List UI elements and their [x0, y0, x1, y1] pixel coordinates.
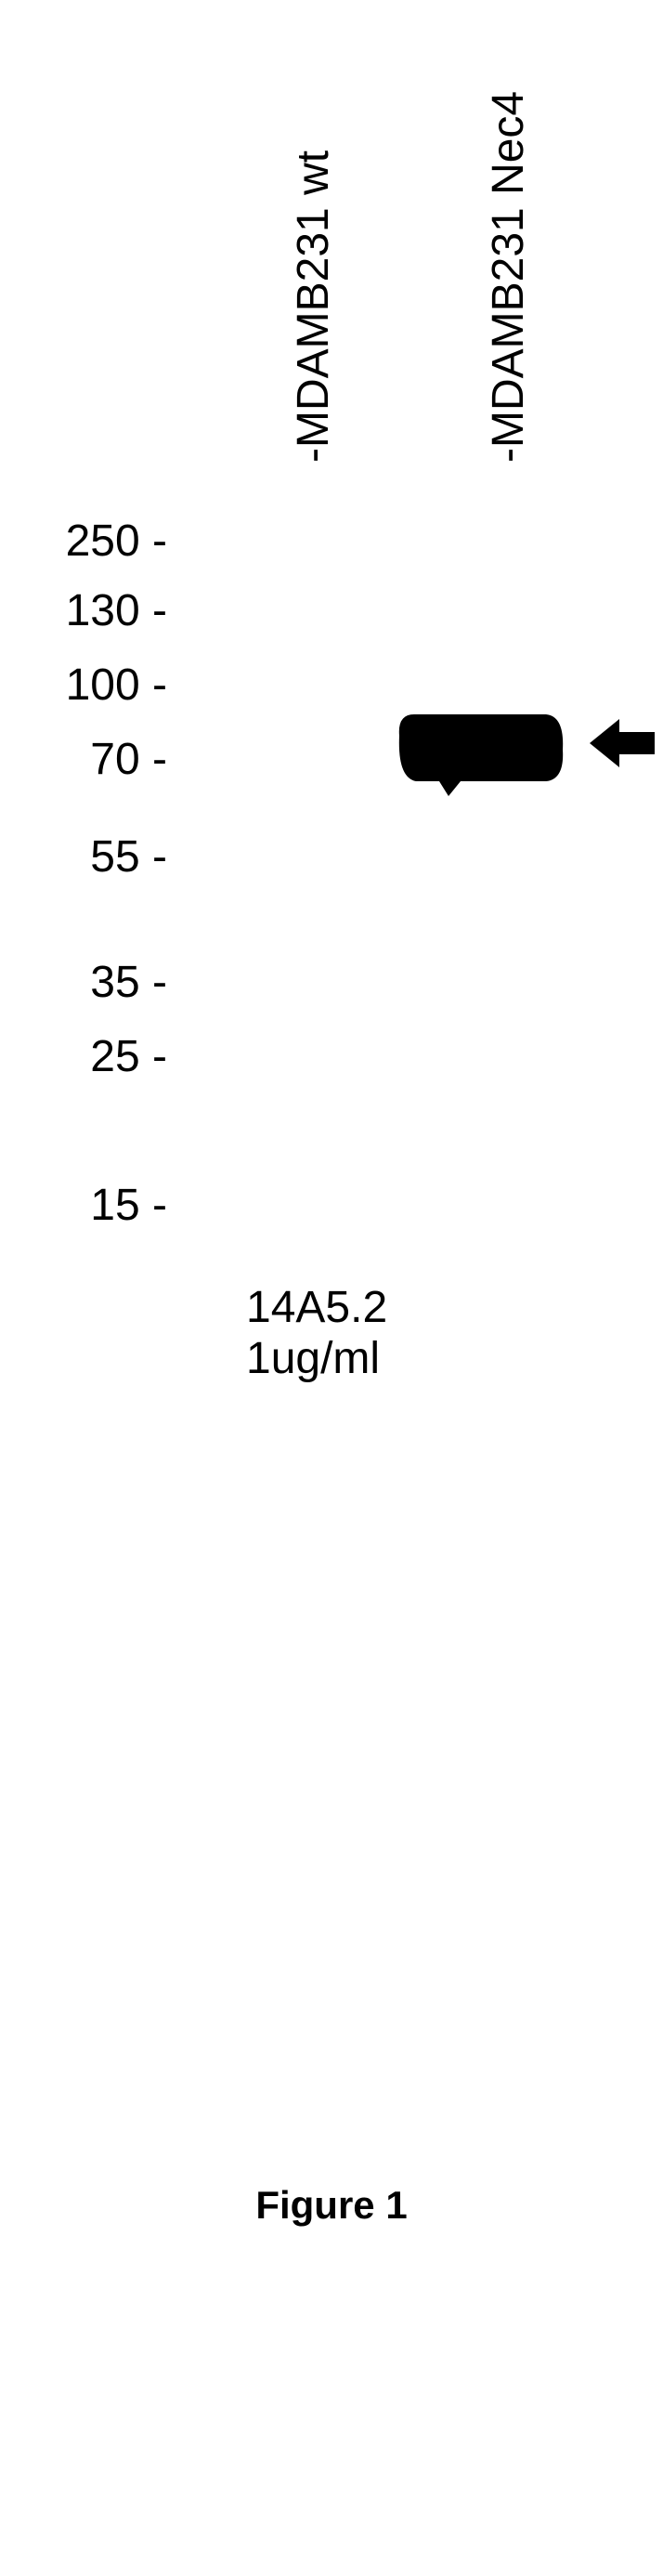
lane-dash: -	[484, 448, 533, 463]
lane-2-label: -MDAMB231 Nec4	[483, 91, 534, 463]
mw-35: 35 -	[37, 957, 167, 1008]
mw-250: 250 -	[37, 516, 167, 567]
mw-15: 15 -	[37, 1180, 167, 1231]
lane-1-label: -MDAMB231 wt	[288, 150, 339, 463]
mw-70: 70 -	[37, 734, 167, 785]
antibody-info: 14A5.2 1ug/ml	[246, 1282, 387, 1384]
lane-1-text: MDAMB231 wt	[289, 150, 338, 448]
protein-band	[397, 713, 565, 783]
mw-130: 130 -	[37, 585, 167, 636]
mw-55: 55 -	[37, 831, 167, 883]
lane-2-text: MDAMB231 Nec4	[484, 91, 533, 448]
western-blot-figure: -MDAMB231 wt -MDAMB231 Nec4 250 - 130 - …	[0, 0, 663, 2576]
band-arrow-icon	[590, 715, 655, 776]
lane-dash: -	[289, 448, 338, 463]
band-svg	[397, 713, 565, 805]
antibody-concentration: 1ug/ml	[246, 1333, 387, 1384]
arrow-svg	[590, 715, 655, 771]
mw-100: 100 -	[37, 660, 167, 711]
mw-25: 25 -	[37, 1031, 167, 1082]
figure-caption: Figure 1	[0, 2183, 663, 2228]
antibody-name: 14A5.2	[246, 1282, 387, 1333]
